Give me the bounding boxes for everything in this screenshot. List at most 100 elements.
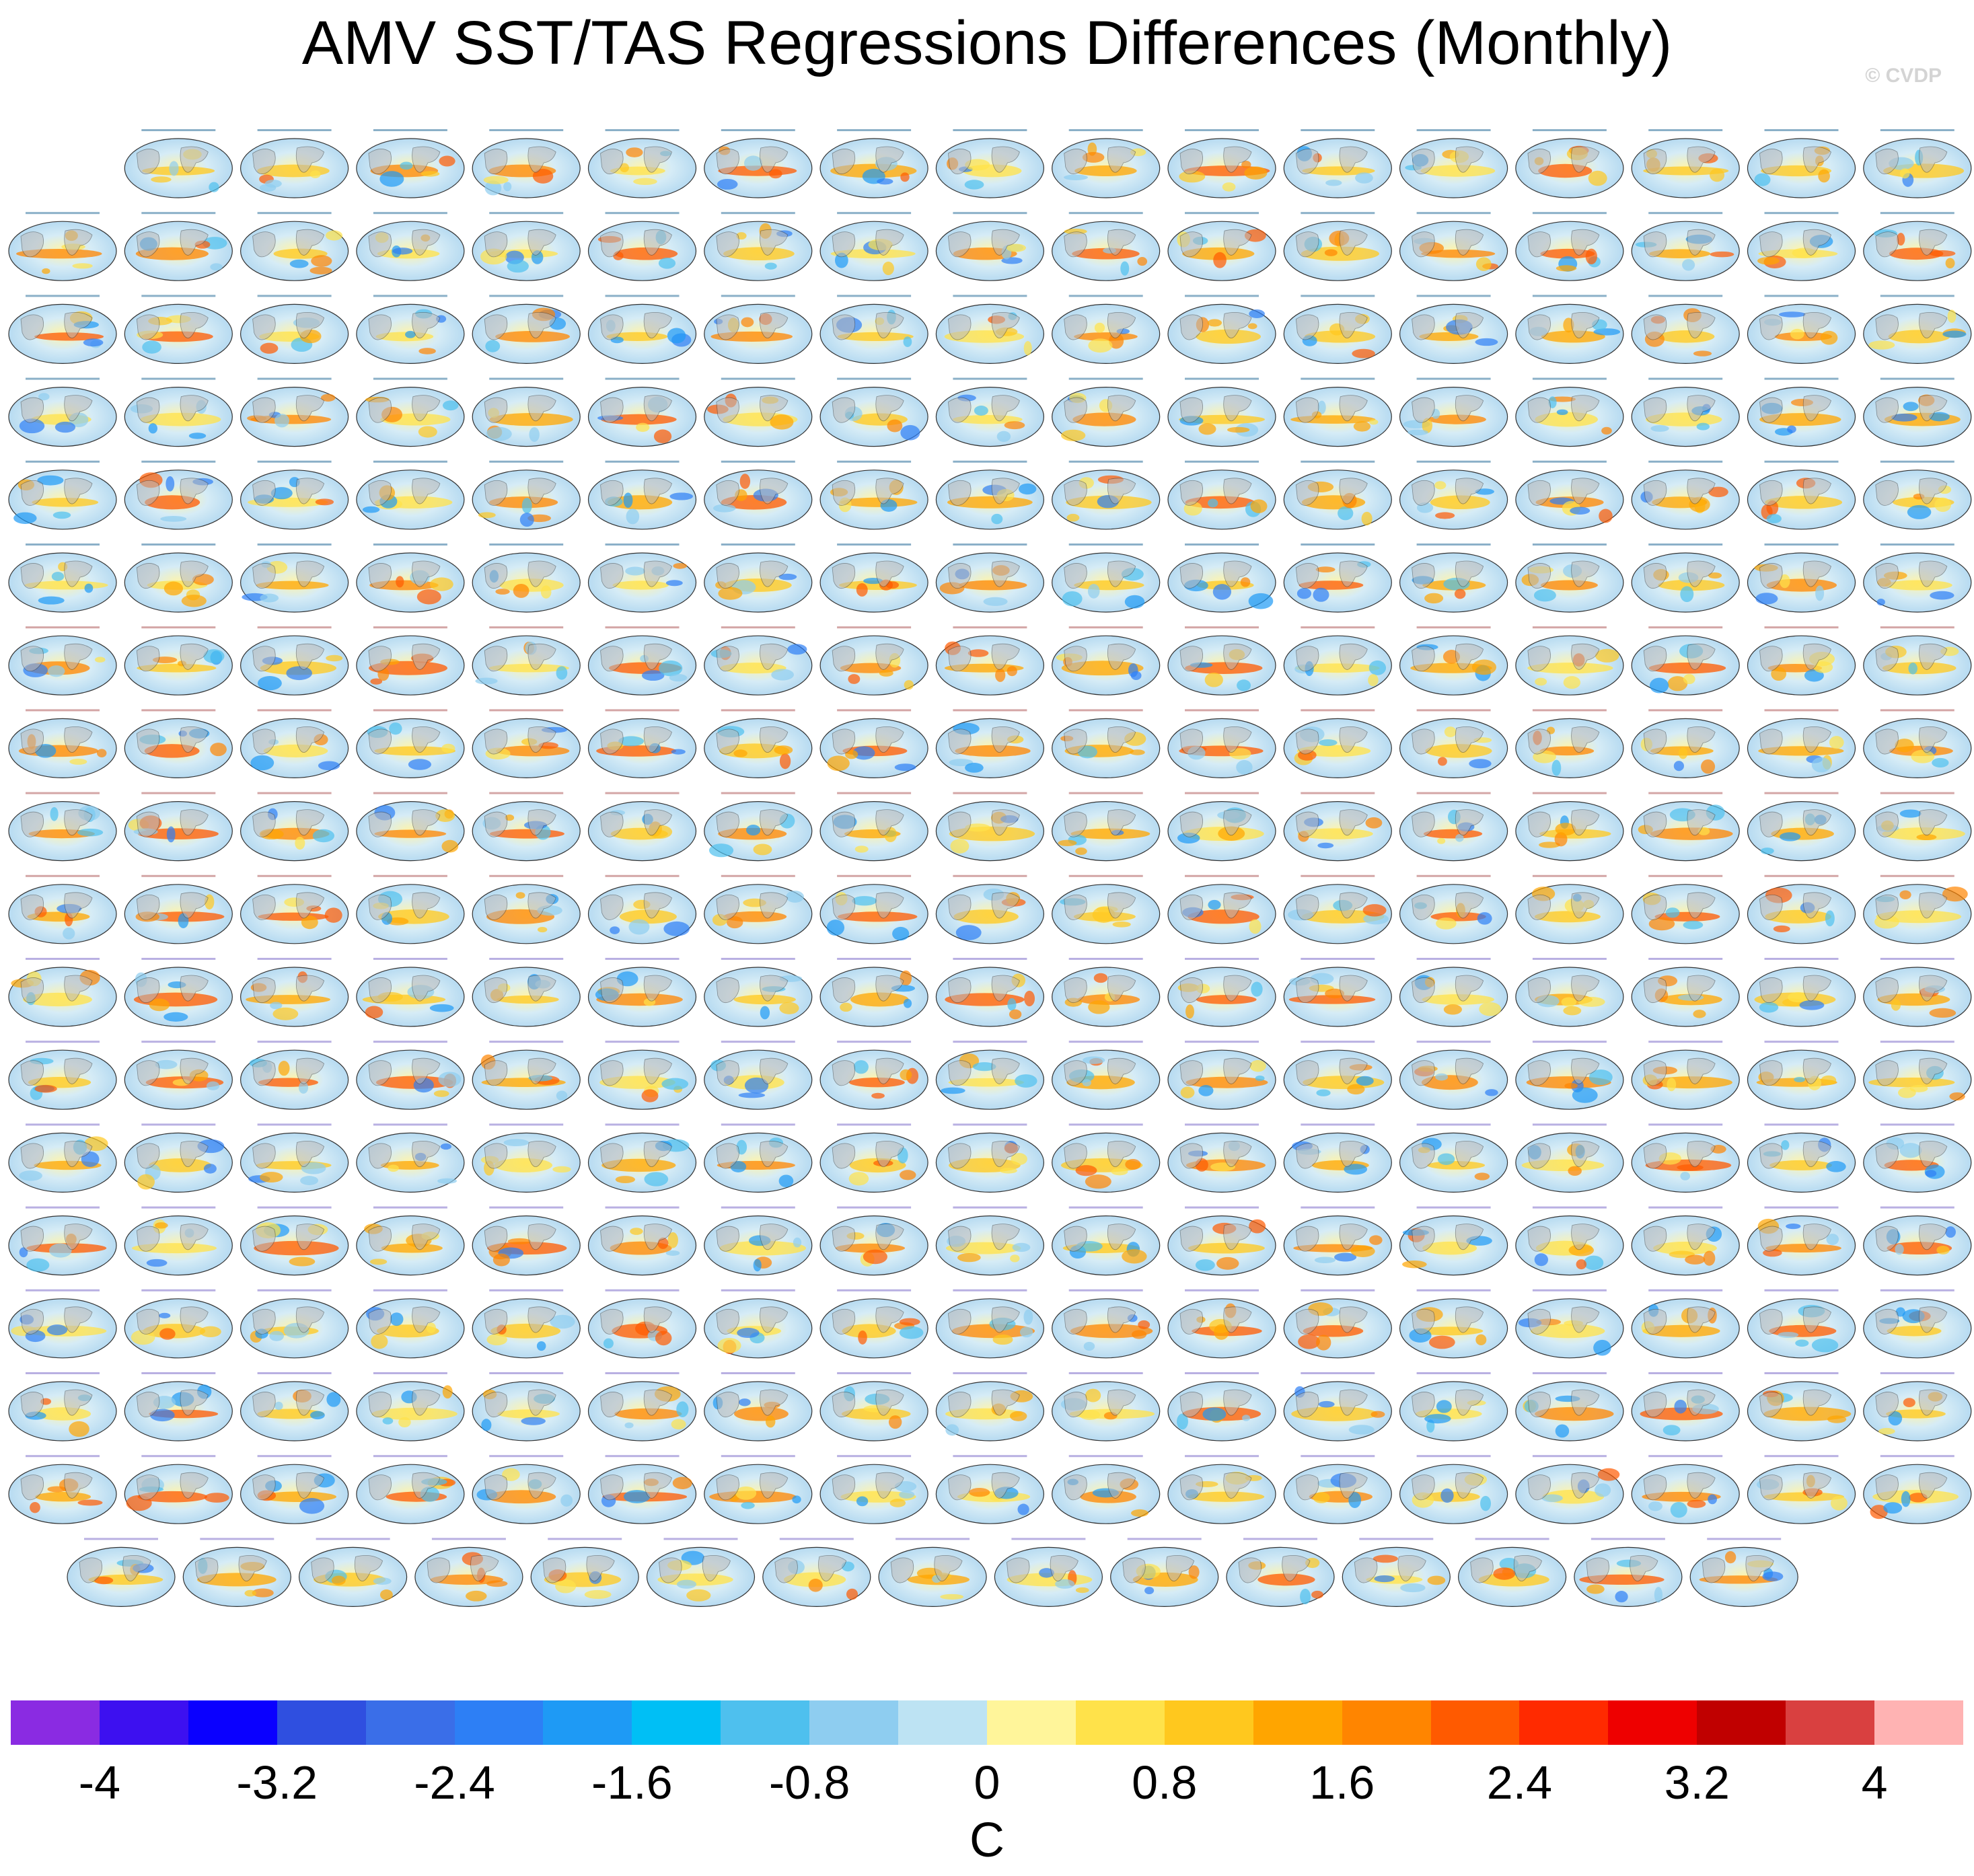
continent-shape <box>1919 1141 1948 1168</box>
panel-label-mark <box>721 709 795 712</box>
anomaly-blob <box>667 328 686 344</box>
map-panel <box>1167 792 1276 862</box>
continent-shape <box>136 397 160 423</box>
panel-label-mark <box>1301 1206 1375 1209</box>
anomaly-blob <box>149 998 170 1012</box>
continent-shape <box>1687 229 1716 256</box>
anomaly-blob <box>1815 585 1825 601</box>
map-panel <box>356 709 465 779</box>
continent-shape <box>716 563 739 589</box>
anomaly-blob <box>204 1493 229 1503</box>
anomaly-blob <box>1248 593 1274 609</box>
map-panel <box>819 1455 928 1524</box>
continent-shape <box>1107 726 1136 753</box>
anomaly-blob <box>1868 340 1895 350</box>
map-panel <box>240 1123 349 1193</box>
anomaly-blob <box>495 589 510 595</box>
continent-shape <box>1295 1060 1319 1086</box>
anomaly-blob <box>718 587 743 600</box>
continent-shape <box>412 1057 441 1084</box>
continent-shape <box>180 643 209 670</box>
anomaly-blob <box>392 248 413 255</box>
continent-shape <box>875 478 904 504</box>
continent-shape <box>1412 1143 1435 1169</box>
continent-shape <box>1339 560 1368 587</box>
continent-shape <box>64 1389 93 1416</box>
continent-shape <box>600 397 624 423</box>
anomaly-blob <box>382 1417 394 1425</box>
panel-label-mark <box>1185 460 1259 463</box>
map-panel <box>704 1372 813 1441</box>
anomaly-blob <box>1485 1089 1498 1096</box>
map-panel <box>1399 792 1508 862</box>
continent-shape <box>368 977 392 1004</box>
anomaly-blob <box>882 261 894 275</box>
continent-shape <box>1687 478 1716 504</box>
anomaly-blob <box>903 336 912 347</box>
continent-shape <box>20 480 44 506</box>
anomaly-blob <box>1058 839 1077 846</box>
anomaly-band <box>1763 1492 1844 1501</box>
panel-label-mark <box>1127 1538 1202 1540</box>
continent-shape <box>484 1308 508 1335</box>
anomaly-blob <box>1479 1002 1502 1016</box>
continent-shape <box>643 229 672 256</box>
map-panel <box>1574 1538 1683 1607</box>
continent-shape <box>180 478 209 504</box>
continent-shape <box>1745 1555 1774 1582</box>
continent-shape <box>760 560 789 587</box>
panel-label-mark <box>721 1123 795 1126</box>
panel-label-mark <box>26 1206 100 1209</box>
anomaly-blob <box>51 572 65 581</box>
continent-shape <box>1397 1555 1426 1582</box>
panel-label-mark <box>1707 1538 1782 1540</box>
anomaly-blob <box>1177 1413 1188 1430</box>
map-panel <box>1515 1372 1624 1441</box>
continent-shape <box>1875 1308 1899 1335</box>
map-panel <box>819 295 928 364</box>
map-panel <box>182 1538 291 1607</box>
continent-shape <box>600 314 624 340</box>
panel-label-mark <box>257 709 332 712</box>
anomaly-blob <box>324 907 342 923</box>
continent-shape <box>875 395 904 422</box>
anomaly-blob <box>1128 663 1138 677</box>
panel-label-mark <box>1359 1538 1434 1540</box>
anomaly-blob <box>753 843 772 856</box>
anomaly-blob <box>1795 1339 1809 1347</box>
map-panel <box>472 543 581 613</box>
continent-shape <box>947 231 972 258</box>
anomaly-blob <box>274 414 290 428</box>
continent-shape <box>1586 1557 1609 1583</box>
panel-label-mark <box>141 543 216 546</box>
continent-shape <box>600 646 624 672</box>
anomaly-blob <box>529 427 540 442</box>
anomaly-blob <box>744 1077 769 1094</box>
anomaly-blob <box>1444 726 1457 737</box>
map-panel <box>1052 709 1161 779</box>
panel-label-mark <box>1416 709 1491 712</box>
colorbar-segment <box>543 1700 632 1745</box>
continent-shape <box>180 809 209 836</box>
panel-label-mark <box>953 626 1027 629</box>
continent-shape <box>947 314 972 340</box>
panel-label-mark <box>1301 1289 1375 1291</box>
anomaly-blob <box>1942 887 1968 902</box>
map-panel <box>8 792 117 862</box>
anomaly-blob <box>1131 1509 1149 1517</box>
panel-label-mark <box>1068 1206 1143 1209</box>
continent-shape <box>1571 726 1600 753</box>
continent-shape <box>1527 231 1551 258</box>
continent-shape <box>600 1060 624 1086</box>
continent-shape <box>1759 149 1783 175</box>
panel-label-mark <box>1475 1538 1549 1540</box>
continent-shape <box>1687 643 1716 670</box>
map-panel <box>1515 1455 1624 1524</box>
anomaly-blob <box>792 1495 801 1504</box>
continent-shape <box>295 560 325 587</box>
anomaly-blob <box>1665 907 1680 918</box>
map-panel <box>819 377 928 447</box>
anomaly-blob <box>1017 1503 1029 1515</box>
continent-shape <box>947 1143 972 1169</box>
panel-label-mark <box>1764 874 1839 877</box>
